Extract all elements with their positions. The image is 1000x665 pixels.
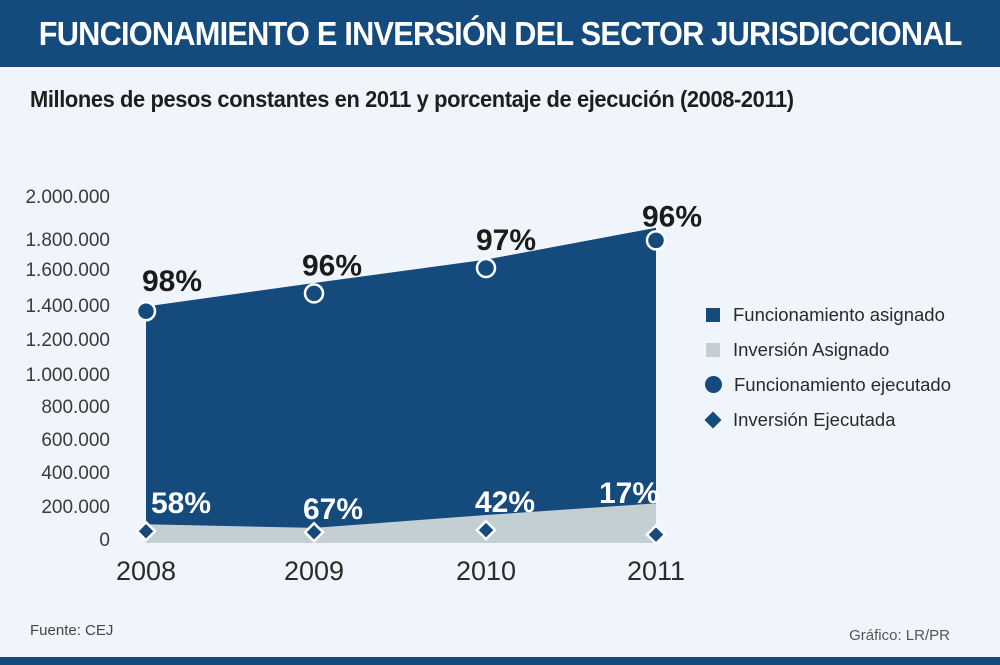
x-tick-label: 2008 (116, 556, 176, 586)
y-tick-label: 2.000.000 (25, 187, 110, 208)
marker-inversion-ejecutada (645, 523, 667, 546)
square-icon (706, 342, 720, 357)
legend-label: Inversión Asignado (733, 338, 890, 360)
data-label-inversion: 58% (151, 487, 211, 520)
marker-funcionamiento-ejecutado (303, 283, 325, 304)
footer-bar (0, 657, 1000, 665)
y-tick-label: 400.000 (41, 463, 110, 484)
data-label-inversion: 17% (599, 477, 659, 510)
marker-inversion-ejecutada (475, 519, 497, 541)
legend-item-inversion-asignado: Inversión Asignado (705, 332, 951, 367)
legend: Funcionamiento asignado Inversión Asigna… (704, 297, 951, 437)
data-label-inversion: 42% (475, 486, 535, 519)
area-funcionamiento-asignado (146, 227, 656, 541)
data-label-funcionamiento: 97% (476, 224, 536, 257)
legend-label: Inversión Ejecutada (733, 408, 896, 430)
marker-funcionamiento-ejecutado (475, 257, 497, 279)
y-tick-label: 200.000 (41, 497, 110, 518)
y-tick-label: 1.200.000 (25, 330, 110, 351)
source-note: Fuente: CEJ (30, 622, 114, 639)
y-tick-label: 1.600.000 (25, 260, 110, 281)
legend-item-funcionamiento-asignado: Funcionamiento asignado (705, 297, 951, 332)
data-label-funcionamiento: 98% (142, 265, 202, 298)
y-axis: 0 200.000 400.000 600.000 800.000 1.000.000 1.… (25, 187, 110, 551)
y-tick-label: 1.400.000 (25, 296, 110, 317)
page-title: FUNCIONAMIENTO E INVERSIÓN DEL SECTOR JU… (38, 14, 962, 52)
y-tick-label: 1.000.000 (25, 365, 110, 386)
y-tick-label: 600.000 (41, 430, 110, 451)
chart-areas (146, 227, 656, 543)
x-tick-label: 2009 (284, 556, 344, 586)
graphic-credit: Gráfico: LR/PR (849, 627, 950, 644)
y-tick-label: 800.000 (41, 397, 110, 418)
header-bar: FUNCIONAMIENTO E INVERSIÓN DEL SECTOR JU… (0, 0, 1000, 67)
legend-label: Funcionamiento asignado (733, 303, 945, 325)
marker-funcionamiento-ejecutado (645, 230, 667, 251)
marker-inversion-ejecutada (135, 520, 157, 543)
marker-funcionamiento-ejecutado (135, 300, 157, 322)
data-labels: 98% 96% 97% 96% 58% 67% 42% 17% (142, 200, 702, 526)
area-inversion-asignado (146, 503, 656, 543)
x-axis: 2008 2009 2010 2011 (116, 556, 685, 586)
data-label-funcionamiento: 96% (642, 200, 702, 233)
diamond-icon (704, 411, 722, 428)
data-label-inversion: 67% (303, 493, 363, 526)
y-tick-label: 1.800.000 (25, 230, 110, 251)
legend-item-inversion-ejecutada: Inversión Ejecutada (704, 402, 951, 437)
chart-markers (135, 230, 667, 546)
circle-icon (705, 376, 722, 393)
legend-label: Funcionamiento ejecutado (734, 373, 952, 395)
data-label-funcionamiento: 96% (302, 249, 362, 282)
x-tick-label: 2011 (627, 556, 685, 586)
square-icon (706, 307, 720, 322)
y-tick-label: 0 (99, 530, 110, 551)
x-tick-label: 2010 (456, 556, 516, 586)
marker-inversion-ejecutada (303, 521, 325, 544)
legend-item-funcionamiento-ejecutado: Funcionamiento ejecutado (705, 367, 951, 402)
chart-subtitle: Millones de pesos constantes en 2011 y p… (30, 86, 794, 112)
